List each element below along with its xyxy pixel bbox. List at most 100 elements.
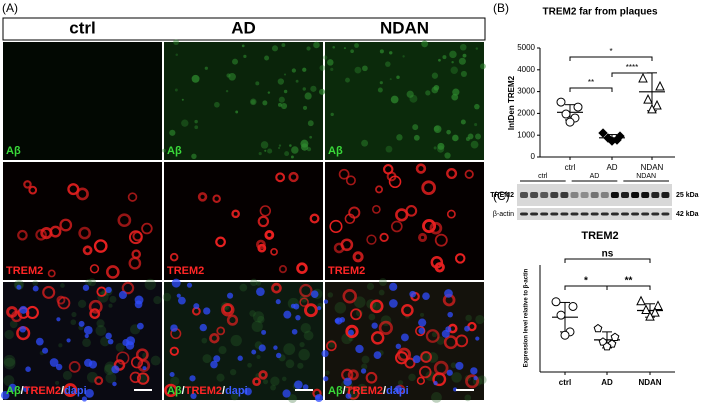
point [653,300,663,310]
channel-label-part: TREM2 [185,385,222,397]
amyloid-speckle [379,81,383,85]
channel-label-part: TREM2 [346,385,383,397]
amyloid-haze [334,302,347,314]
amyloid-speckle [191,74,200,83]
column-header: ctrl [69,18,95,37]
cell [345,175,356,186]
amyloid-speckle [343,47,346,50]
amyloid-speckle [243,54,247,59]
amyloid-speckle [277,78,285,85]
amyloid-speckle [173,39,179,46]
amyloid-speckle [413,134,420,141]
amyloid-speckle [459,43,467,51]
amyloid-haze [475,314,485,325]
cell [275,172,286,183]
cell [404,357,416,369]
cell [252,377,261,387]
amyloid-speckle [289,144,292,147]
channel-label: TREM2 [6,265,43,277]
nucleus [355,344,364,354]
channel-label-part: / [343,385,346,397]
lane-group-label: ctrl [538,173,548,180]
cell [94,376,104,386]
amyloid-haze [397,380,404,386]
nucleus [22,386,29,393]
amyloid-speckle [377,87,383,93]
cell [141,222,153,235]
significance-label: * [584,276,588,287]
amyloid-haze [218,346,227,355]
cell [365,371,378,384]
channel-label-part: Aβ [167,385,182,397]
cell [454,253,466,264]
cell [420,351,432,363]
amyloid-speckle [402,55,405,58]
blot-band [580,192,589,198]
x-tick-label: ctrl [565,163,576,172]
cell [212,194,221,203]
amyloid-speckle [313,41,320,49]
nucleus [55,363,63,371]
amyloid-speckle [194,125,199,130]
nucleus [283,310,292,319]
amyloid-haze [262,379,269,385]
micrograph: Aβ [3,42,162,160]
nucleus [389,299,398,308]
cell [352,251,364,263]
nucleus [444,289,453,298]
amyloid-haze [201,337,208,344]
amyloid-speckle [309,135,313,139]
nucleus [237,355,243,361]
amyloid-speckle [460,70,467,77]
blot-band [631,192,640,198]
cell [121,281,135,295]
cell [433,360,449,376]
nucleus [210,360,218,369]
nucleus [323,299,329,304]
nucleus [16,284,22,290]
amyloid-speckle [258,152,262,156]
channel-label-part: / [61,385,64,397]
amyloid-haze [249,310,256,317]
channel-label: TREM2 [167,265,204,277]
nucleus [35,337,44,346]
amyloid-speckle [307,120,314,127]
amyloid-haze [431,392,442,403]
panel-label: (C) [493,189,510,203]
cell [23,180,32,189]
amyloid-haze [250,278,258,287]
amyloid-haze [77,299,87,308]
significance-label: * [609,47,612,56]
cell [418,365,432,379]
amyloid-haze [239,283,248,292]
column-header: NDAN [380,18,429,37]
micrograph-bg [164,42,323,160]
channel-label: Aβ [328,145,343,157]
cell [17,229,28,241]
amyloid-haze [105,372,117,384]
cell [63,383,78,398]
nucleus [142,366,147,371]
cell [42,285,56,299]
amyloid-haze [299,342,305,348]
blot-band [600,192,609,198]
amyloid-speckle [175,53,179,57]
amyloid-speckle [437,145,445,153]
amyloid-speckle [250,98,257,106]
nucleus [111,365,120,374]
amyloid-speckle [302,105,308,110]
amyloid-speckle [241,44,245,48]
nucleus [291,328,298,335]
nucleus [189,375,196,382]
cell [258,370,268,380]
cell [309,213,320,224]
nucleus [475,336,480,341]
lane-group-label: NDAN [636,173,656,180]
band-size: 25 kDa [676,192,699,199]
cell [446,168,458,180]
nucleus [395,343,402,349]
amyloid-haze [3,375,15,387]
amyloid-speckle [281,43,286,47]
nucleus [19,326,27,333]
